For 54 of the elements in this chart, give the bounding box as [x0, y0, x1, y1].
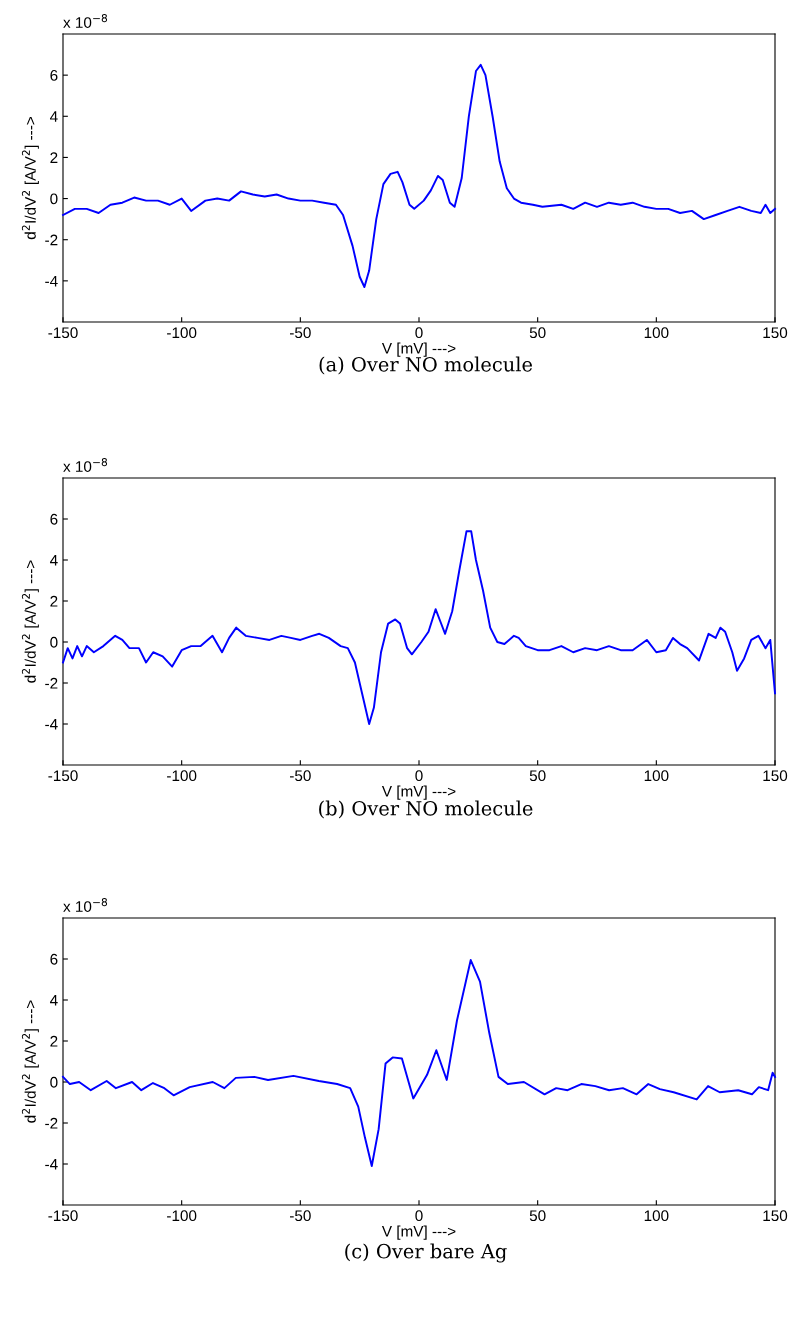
text: (a) Over NO molecule: [319, 356, 533, 375]
line-series: [62, 530, 776, 725]
y-tick-label: 2: [50, 595, 58, 607]
text: x 10$^{−8}$: [63, 898, 108, 912]
x-axis-title: V [mV] --->: [381, 1225, 456, 1240]
x-tick-label: -150: [48, 1210, 78, 1222]
text: x 10$^{−8}$: [63, 14, 108, 28]
y-axis-title: d$^{2}$I/dV$^{2}$ [A/V$^{2}$] --->: [21, 1000, 39, 1123]
y-tick-label: 0: [50, 636, 58, 648]
text: (c) Over bare Ag: [345, 1243, 507, 1263]
x-tick-label: -100: [167, 770, 197, 782]
x-tick-label: -50: [289, 770, 311, 782]
x-tick-label: -50: [289, 327, 311, 339]
x-tick-label: 50: [529, 1210, 546, 1222]
x-tick-label: 0: [415, 327, 423, 339]
y-axis-title: d$^{2}$I/dV$^{2}$ [A/V$^{2}$] --->: [21, 116, 39, 240]
y-tick-label: 6: [50, 513, 58, 525]
x-tick-label: 50: [529, 327, 546, 339]
x-tick-label: 100: [644, 327, 669, 339]
y-tick-label: -2: [45, 234, 58, 246]
x-tick-label: 150: [763, 1210, 788, 1222]
text: x 10$^{−8}$: [63, 458, 108, 472]
x-tick-label: 50: [529, 770, 546, 782]
x-tick-label: 150: [763, 770, 788, 782]
x-tick-label: -100: [167, 327, 197, 339]
x-tick-label: -150: [48, 327, 78, 339]
y-tick-label: 2: [50, 1035, 58, 1047]
x-tick-label: 0: [415, 770, 423, 782]
x-tick-label: 150: [763, 327, 788, 339]
x-tick-label: 100: [644, 770, 669, 782]
y-tick-label: -2: [45, 1117, 58, 1129]
x-tick-label: -100: [167, 1210, 197, 1222]
y-tick-label: -4: [45, 1159, 58, 1170]
y-tick-label: 4: [49, 995, 58, 1006]
x-tick-label: -150: [48, 770, 78, 782]
x-tick-label: 100: [644, 1210, 669, 1222]
line-series: [62, 63, 776, 288]
text: (b) Over NO molecule: [319, 800, 533, 819]
y-tick-label: 0: [50, 193, 58, 205]
line-series: [62, 959, 776, 1168]
y-tick-label: 6: [50, 953, 58, 965]
y-tick-label: -2: [45, 677, 58, 689]
y-tick-label: 2: [50, 152, 58, 163]
x-tick-label: -50: [289, 1210, 311, 1222]
y-tick-label: 0: [50, 1076, 58, 1088]
y-tick-label: 6: [50, 70, 58, 81]
y-tick-label: 4: [49, 555, 58, 566]
y-tick-label: 4: [49, 111, 58, 122]
x-axis-title: V [mV] --->: [381, 785, 456, 800]
y-axis-title: d$^{2}$I/dV$^{2}$ [A/V$^{2}$] --->: [21, 560, 39, 683]
x-axis-title: V [mV] --->: [381, 342, 456, 357]
y-tick-label: -4: [45, 275, 58, 287]
y-tick-label: -4: [45, 719, 58, 730]
x-tick-label: 0: [415, 1210, 423, 1222]
